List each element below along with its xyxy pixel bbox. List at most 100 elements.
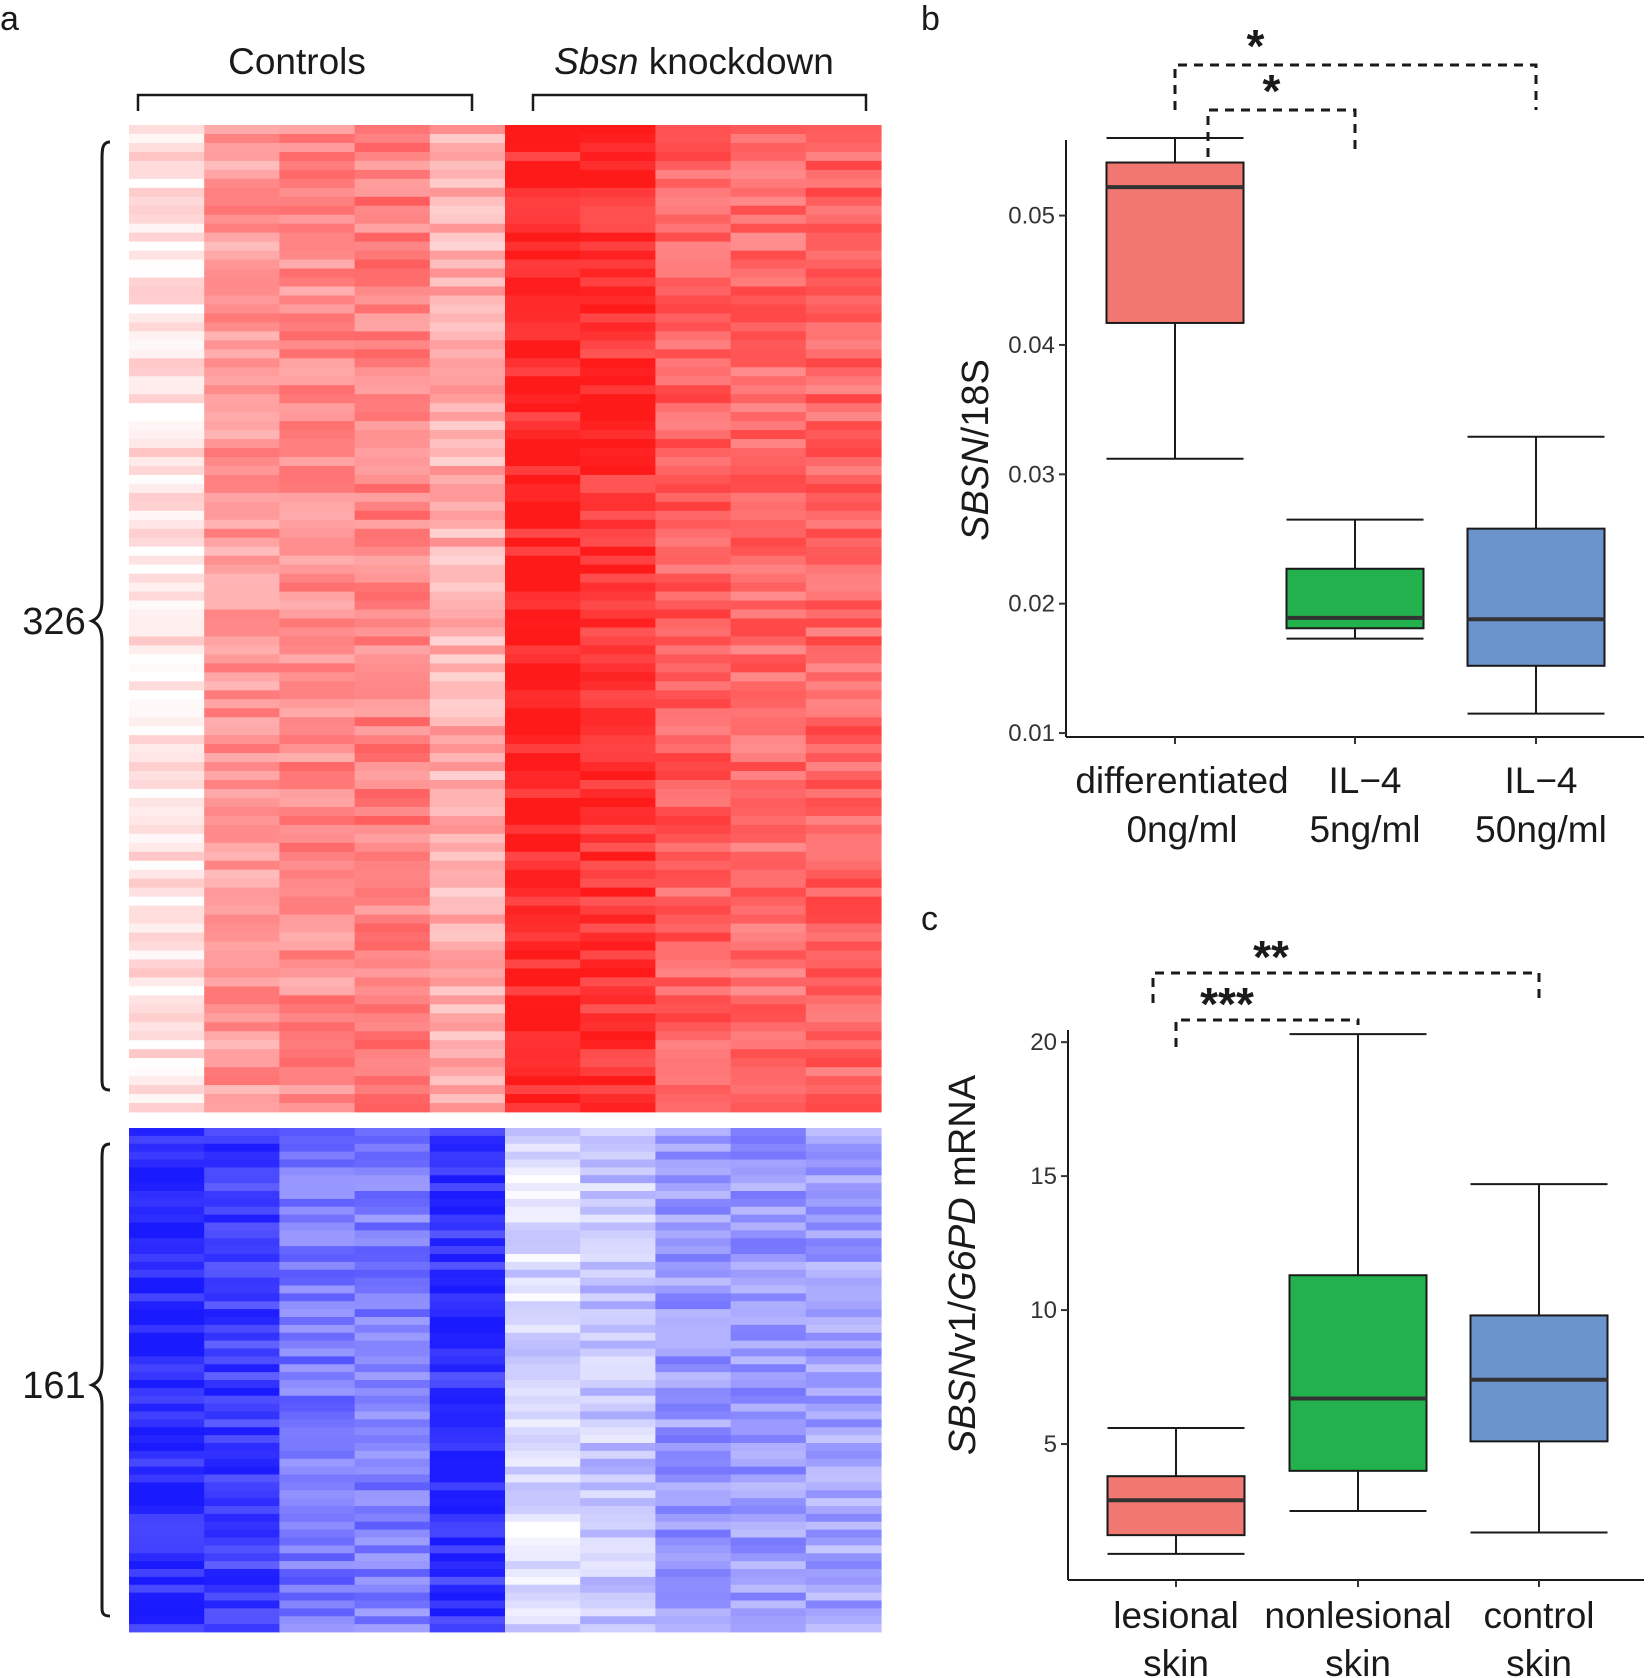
heatmap-cell [279, 1067, 356, 1077]
heatmap-cell [129, 600, 205, 610]
heatmap-cell [505, 771, 581, 781]
heatmap-cell [580, 941, 656, 951]
heatmap-cell [354, 142, 431, 153]
heatmap-cell [655, 878, 732, 889]
heatmap-cell [505, 1058, 581, 1068]
heatmap-cell [580, 456, 656, 467]
heatmap-cell [655, 1466, 732, 1475]
heatmap-cell [580, 914, 656, 924]
heatmap-cell [204, 1067, 280, 1077]
heatmap-cell [204, 1022, 280, 1032]
heatmap-cell [429, 1332, 506, 1342]
heatmap-cell [204, 753, 280, 763]
heatmap-cell [730, 1198, 807, 1208]
heatmap-cell [505, 1151, 581, 1160]
heatmap-cell [730, 421, 807, 431]
heatmap-cell [429, 788, 506, 799]
heatmap-cell [505, 1521, 581, 1531]
heatmap-cell [580, 1616, 656, 1625]
heatmap-cell [655, 223, 732, 234]
heatmap-cell [655, 133, 732, 144]
heatmap-cell [354, 1411, 431, 1420]
heatmap-cell [805, 394, 882, 404]
heatmap-cell [204, 1332, 280, 1342]
heatmap-cell [655, 753, 732, 763]
heatmap-cell [730, 824, 807, 835]
heatmap-cell [204, 959, 280, 969]
heatmap-cell [655, 367, 732, 377]
heatmap-cell [204, 1419, 280, 1428]
heatmap-cell [730, 878, 807, 889]
heatmap-cell [805, 573, 882, 584]
heatmap-cell [354, 1482, 431, 1491]
heatmap-cell [129, 995, 205, 1005]
heatmap-cell [805, 663, 882, 673]
heatmap-cell [354, 492, 431, 503]
heatmap-cell [805, 1395, 882, 1405]
heatmap-down-column-3 [279, 1128, 356, 1633]
heatmap-cell [354, 645, 431, 655]
heatmap-cell [655, 887, 732, 898]
heatmap-cell [204, 331, 280, 341]
heatmap-cell [429, 1143, 506, 1153]
heatmap-cell [429, 1419, 506, 1428]
heatmap-cell [580, 860, 656, 871]
heatmap-cell [354, 771, 431, 781]
heatmap-cell [429, 250, 506, 260]
heatmap-cell [204, 349, 280, 359]
heatmap-cell [129, 1206, 205, 1216]
heatmap-cell [805, 1490, 882, 1499]
heatmap-cell [204, 645, 280, 655]
heatmap-cell [204, 1040, 280, 1050]
heatmap-cell [505, 1309, 581, 1318]
heatmap-cell [429, 896, 506, 907]
heatmap-cell [805, 753, 882, 763]
heatmap-cell [354, 618, 431, 628]
heatmap-cell [279, 205, 356, 216]
heatmap-cell [129, 1159, 205, 1168]
heatmap-cell [580, 1498, 656, 1507]
heatmap-cell [204, 1553, 280, 1562]
heatmap-cell [505, 986, 581, 996]
heatmap-cell [129, 1576, 205, 1586]
heatmap-cell [805, 815, 882, 826]
heatmap-cell [429, 1040, 506, 1050]
heatmap-cell [129, 1529, 205, 1538]
heatmap-cell [505, 824, 581, 835]
heatmap-cell [429, 1482, 506, 1491]
panel-b-y-tick-label: 0.01 [1008, 720, 1055, 747]
heatmap-cell [580, 465, 656, 476]
heatmap-cell [429, 241, 506, 252]
heatmap-cell [580, 1085, 656, 1095]
heatmap-cell [279, 1143, 356, 1153]
heatmap-cell [655, 151, 732, 162]
heatmap-cell [129, 501, 205, 512]
heatmap-cell [805, 1254, 882, 1263]
heatmap-cell [279, 1183, 356, 1192]
heatmap-cell [279, 1094, 356, 1104]
heatmap-cell [204, 824, 280, 835]
heatmap-cell [354, 1395, 431, 1405]
heatmap-cell [429, 1159, 506, 1168]
iqr-box [1105, 161, 1245, 324]
heatmap-cell [655, 1004, 732, 1014]
heatmap-cell [429, 1466, 506, 1475]
heatmap-cell [805, 923, 882, 933]
heatmap-cell [730, 1348, 807, 1357]
heatmap-cell [204, 1537, 280, 1546]
heatmap-cell [354, 672, 431, 682]
heatmap-cell [655, 744, 732, 754]
heatmap-cell [805, 869, 882, 880]
heatmap-cell [505, 1624, 581, 1633]
heatmap-cell [805, 448, 882, 458]
heatmap-cell [204, 1058, 280, 1068]
heatmap-cell [279, 797, 356, 808]
heatmap-cell [429, 519, 506, 530]
heatmap-cell [129, 1521, 205, 1531]
heatmap-cell [354, 160, 431, 171]
heatmap-cell [354, 1498, 431, 1507]
heatmap-cell [655, 421, 732, 431]
heatmap-cell [655, 932, 732, 942]
heatmap-cell [129, 788, 205, 799]
heatmap-cell [354, 1058, 431, 1068]
